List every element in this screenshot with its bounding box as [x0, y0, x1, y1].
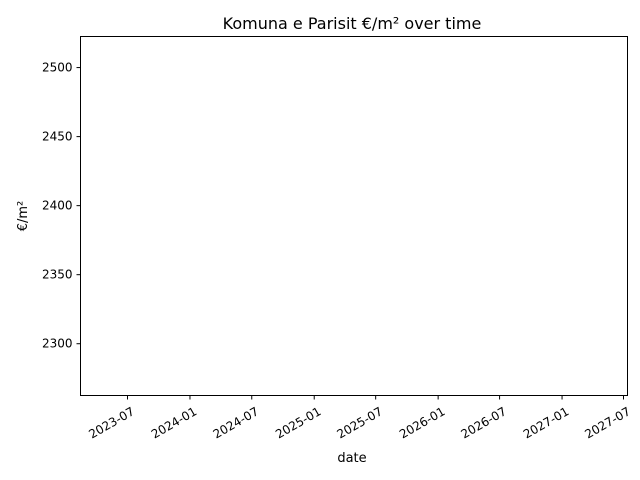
x-axis-ticks: 2023-07 2024-01 2024-07 2025-01 2025-07 2026-…: [86, 395, 633, 441]
y-tick-label: 2300: [42, 337, 73, 351]
y-tick-label: 2500: [42, 61, 73, 75]
x-axis-label: date: [337, 451, 366, 466]
y-tick-label: 2450: [42, 130, 73, 144]
y-tick-label: 2350: [42, 268, 73, 282]
x-tick-label: 2025-01: [273, 404, 323, 441]
y-tick-label: 2400: [42, 199, 73, 213]
x-tick-label: 2026-07: [458, 404, 508, 441]
x-tick-label: 2027-07: [582, 404, 632, 441]
plot-area: [80, 36, 628, 396]
x-tick-label: 2026-01: [397, 404, 447, 441]
x-tick-label: 2025-07: [335, 404, 385, 441]
x-tick-label: 2023-07: [86, 404, 136, 441]
x-tick-label: 2027-01: [521, 404, 571, 441]
y-axis-label: €/m²: [16, 201, 31, 232]
x-tick-label: 2024-07: [211, 404, 261, 441]
y-axis-ticks: 2300 2350 2400 2450 2500: [42, 61, 81, 351]
chart-title: Komuna e Parisit €/m² over time: [223, 14, 482, 33]
x-tick-label: 2024-01: [149, 404, 199, 441]
